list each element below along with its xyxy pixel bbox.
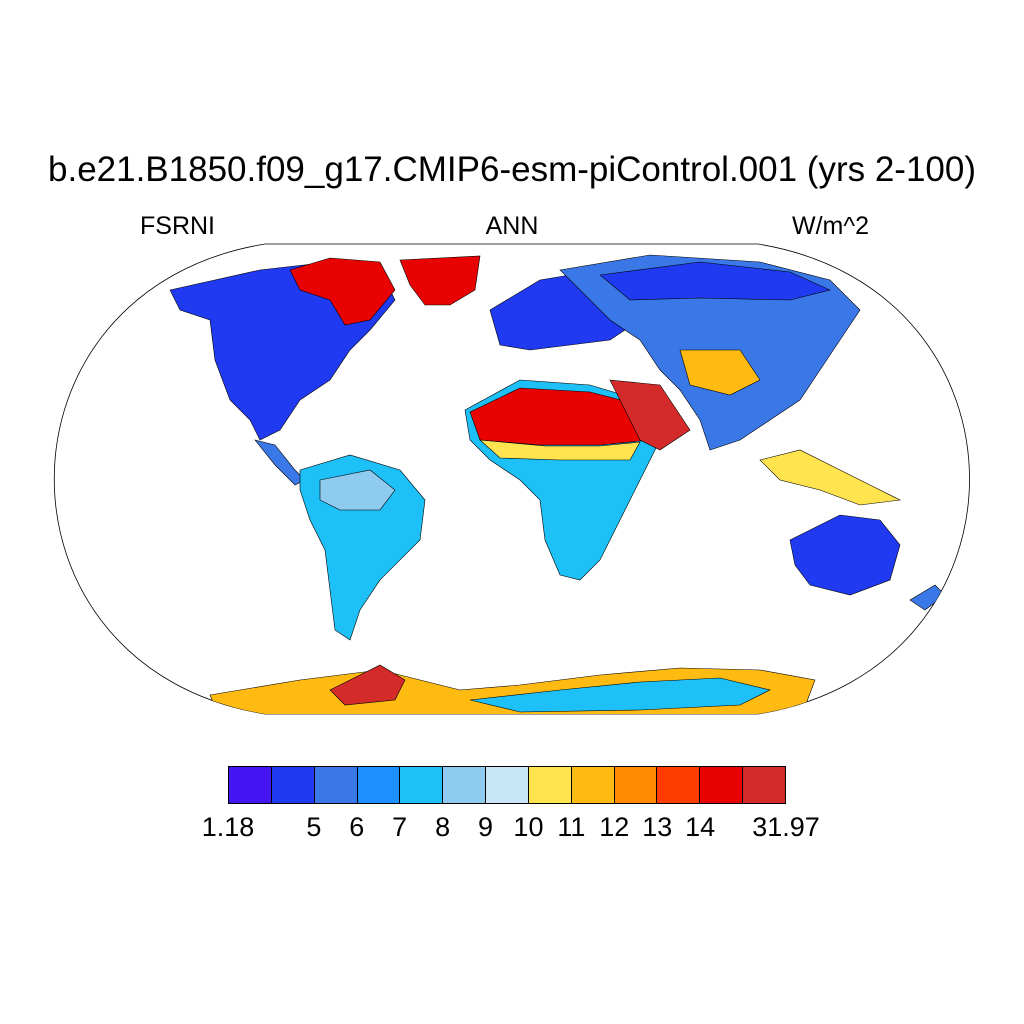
greenland-land	[399, 255, 481, 306]
antarctica-interior	[469, 677, 771, 713]
antarctic-peninsula	[329, 664, 406, 706]
colorbar-box-13	[743, 767, 785, 803]
land-masses	[169, 254, 946, 714]
colorbar-box-1	[229, 767, 272, 803]
colorbar-tick-label: 13	[642, 812, 673, 842]
colorbar-box-4	[357, 767, 401, 803]
southeast-asia-islands	[759, 449, 902, 506]
colorbar-tick-label: 8	[435, 812, 451, 842]
australia-land	[789, 514, 901, 596]
canadian-arctic-land	[289, 257, 396, 326]
variable-label: FSRNI	[140, 212, 215, 240]
colorbar-tick-label: 6	[349, 812, 365, 842]
colorbar-tick-label: 11	[557, 812, 586, 842]
colorbar-tick-label: 1.18	[201, 812, 255, 842]
colorbar-box-5	[400, 767, 444, 803]
colorbar-box-2	[271, 767, 315, 803]
units-label: W/m^2	[792, 212, 870, 240]
colorbar-tick-label: 14	[685, 812, 716, 842]
colorbar-box-11	[657, 767, 701, 803]
colorbar-box-3	[314, 767, 358, 803]
colorbar-tick-label: 9	[478, 812, 494, 842]
amazon-region	[319, 469, 396, 511]
colorbar	[228, 766, 786, 804]
colorbar-tick-label: 10	[513, 812, 544, 842]
colorbar-box-9	[571, 767, 615, 803]
colorbar-box-7	[486, 767, 529, 803]
colorbar-box-12	[700, 767, 744, 803]
colorbar-tick-label: 5	[306, 812, 322, 842]
season-label: ANN	[485, 212, 539, 240]
colorbar-tick-label: 7	[392, 812, 408, 842]
sahel-band	[479, 439, 641, 461]
central-asia-desert	[679, 349, 761, 396]
colorbar-box-6	[443, 767, 487, 803]
siberia-north	[599, 261, 831, 301]
colorbar-box-10	[614, 767, 658, 803]
colorbar-tick-label: 12	[599, 812, 630, 842]
figure-title: b.e21.B1850.f09_g17.CMIP6-esm-piControl.…	[48, 150, 976, 189]
arabia-land	[609, 379, 691, 451]
colorbar-box-8	[528, 767, 572, 803]
colorbar-tick-label: 31.97	[752, 812, 820, 842]
